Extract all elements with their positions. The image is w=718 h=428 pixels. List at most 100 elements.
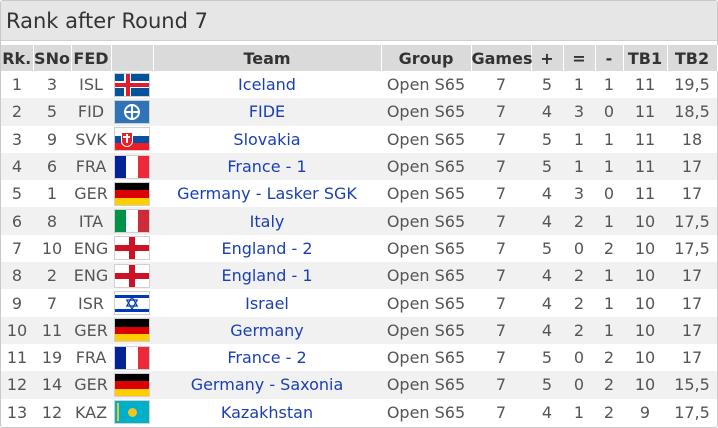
draws-cell: 2: [563, 262, 595, 290]
col-header-team[interactable]: Team: [153, 45, 382, 71]
france-flag-icon: [114, 345, 150, 370]
team-link[interactable]: Germany - Lasker SGK: [153, 180, 381, 208]
games-cell: 7: [471, 207, 531, 235]
tb1-cell: 11: [623, 152, 667, 181]
iceland-flag-icon: [114, 72, 150, 97]
games-cell: 7: [471, 371, 531, 399]
england-flag-icon: [114, 263, 150, 288]
team-link[interactable]: Iceland: [153, 71, 381, 99]
flag-cell: [111, 262, 153, 290]
losses-cell: 1: [595, 125, 623, 153]
flag-cell: [111, 180, 153, 208]
tb1-cell: 10: [623, 343, 667, 372]
col-header-losses[interactable]: -: [595, 45, 624, 71]
team-link[interactable]: England - 2: [153, 234, 381, 263]
table-row: 10 11 GER Germany Open S65 7 4 2 1 10 17: [1, 316, 717, 344]
col-header-fed[interactable]: FED: [71, 45, 112, 71]
wins-cell: 5: [531, 234, 563, 263]
team-link[interactable]: Germany - Saxonia: [153, 371, 381, 399]
losses-cell: 1: [595, 71, 623, 99]
federation-cell: ISL: [71, 71, 111, 99]
team-link[interactable]: France - 1: [153, 152, 381, 181]
wins-cell: 4: [531, 98, 563, 126]
wins-cell: 5: [531, 71, 563, 99]
table-row: 2 5 FID FIDE Open S65 7 4 3 0 11 18,5: [1, 98, 717, 126]
draws-cell: 2: [563, 207, 595, 235]
group-cell: Open S65: [381, 125, 471, 153]
federation-cell: FRA: [71, 152, 111, 181]
flag-cell: [111, 125, 153, 153]
group-cell: Open S65: [381, 316, 471, 344]
losses-cell: 1: [595, 207, 623, 235]
flag-cell: [111, 234, 153, 263]
col-header-games[interactable]: Games: [471, 45, 532, 71]
losses-cell: 1: [595, 316, 623, 344]
team-link[interactable]: France - 2: [153, 343, 381, 372]
draws-cell: 0: [563, 371, 595, 399]
table-row: 3 9 SVK Slovakia Open S65 7 5 1 1 11 18: [1, 125, 717, 153]
draws-cell: 2: [563, 316, 595, 344]
england-flag-icon: [114, 236, 150, 261]
games-cell: 7: [471, 289, 531, 317]
col-header-wins[interactable]: +: [531, 45, 564, 71]
team-link[interactable]: Israel: [153, 289, 381, 317]
wins-cell: 5: [531, 343, 563, 372]
col-header-sno[interactable]: SNo: [33, 45, 72, 71]
federation-cell: ENG: [71, 262, 111, 290]
team-link[interactable]: Slovakia: [153, 125, 381, 153]
tb1-cell: 9: [623, 398, 667, 426]
tb2-cell: 17,5: [667, 398, 717, 426]
wins-cell: 5: [531, 152, 563, 181]
team-link[interactable]: Italy: [153, 207, 381, 235]
team-link[interactable]: Kazakhstan: [153, 398, 381, 426]
table-row: 5 1 GER Germany - Lasker SGK Open S65 7 4 3 0 11 1…: [1, 180, 717, 208]
flag-cell: [111, 289, 153, 317]
col-header-tb2[interactable]: TB2: [667, 45, 718, 71]
sno-cell: 1: [33, 180, 71, 208]
rank-cell: 6: [1, 207, 33, 235]
rank-cell: 12: [1, 371, 33, 399]
flag-cell: [111, 152, 153, 181]
rank-table: Rk. SNo FED Team Group Games + = - TB1 T…: [1, 45, 718, 426]
draws-cell: 0: [563, 234, 595, 263]
tb1-cell: 11: [623, 98, 667, 126]
group-cell: Open S65: [381, 398, 471, 426]
team-link[interactable]: England - 1: [153, 262, 381, 290]
games-cell: 7: [471, 125, 531, 153]
team-link[interactable]: FIDE: [153, 98, 381, 126]
federation-cell: GER: [71, 371, 111, 399]
col-header-group[interactable]: Group: [381, 45, 472, 71]
draws-cell: 1: [563, 152, 595, 181]
group-cell: Open S65: [381, 152, 471, 181]
draws-cell: 3: [563, 180, 595, 208]
tb2-cell: 17: [667, 152, 717, 181]
games-cell: 7: [471, 343, 531, 372]
flag-cell: [111, 71, 153, 99]
draws-cell: 1: [563, 125, 595, 153]
tb2-cell: 18: [667, 125, 717, 153]
tb2-cell: 17: [667, 343, 717, 372]
table-row: 6 8 ITA Italy Open S65 7 4 2 1 10 17,5: [1, 207, 717, 235]
col-header-draws[interactable]: =: [563, 45, 596, 71]
col-header-tb1[interactable]: TB1: [623, 45, 668, 71]
france-flag-icon: [114, 154, 150, 179]
sno-cell: 14: [33, 371, 71, 399]
games-cell: 7: [471, 180, 531, 208]
games-cell: 7: [471, 71, 531, 99]
losses-cell: 0: [595, 98, 623, 126]
table-row: 13 12 KAZ Kazakhstan Open S65 7 4 1 2 9 17,5: [1, 398, 717, 426]
group-cell: Open S65: [381, 234, 471, 263]
tb2-cell: 15,5: [667, 371, 717, 399]
sno-cell: 10: [33, 234, 71, 263]
federation-cell: GER: [71, 316, 111, 344]
kazakhstan-flag-icon: [114, 400, 150, 425]
losses-cell: 2: [595, 343, 623, 372]
team-link[interactable]: Germany: [153, 316, 381, 344]
col-header-rank[interactable]: Rk.: [1, 45, 34, 71]
table-row: 9 7 ISR Israel Open S65 7 4 2 1 10 17: [1, 289, 717, 317]
group-cell: Open S65: [381, 180, 471, 208]
wins-cell: 4: [531, 180, 563, 208]
rank-cell: 8: [1, 262, 33, 290]
col-header-flag: [111, 45, 154, 71]
tb1-cell: 10: [623, 289, 667, 317]
